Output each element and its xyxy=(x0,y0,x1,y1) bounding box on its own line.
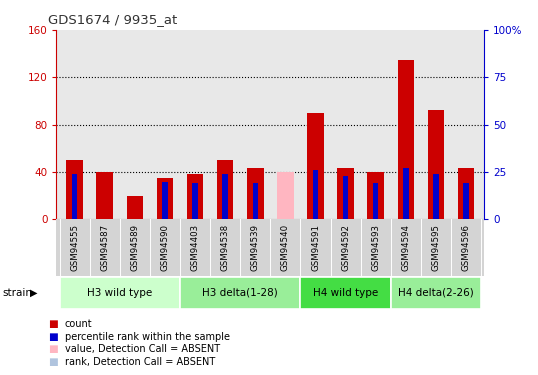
Bar xyxy=(72,174,77,219)
Bar xyxy=(126,196,143,219)
Bar xyxy=(66,160,83,219)
Bar xyxy=(162,182,168,219)
Text: GSM94593: GSM94593 xyxy=(371,224,380,271)
Text: GSM94539: GSM94539 xyxy=(251,224,260,271)
Text: GSM94590: GSM94590 xyxy=(160,224,169,271)
Text: GSM94589: GSM94589 xyxy=(130,224,139,271)
Text: H4 delta(2-26): H4 delta(2-26) xyxy=(398,288,474,298)
Text: H3 wild type: H3 wild type xyxy=(87,288,152,298)
Text: strain: strain xyxy=(3,288,33,298)
Text: GSM94403: GSM94403 xyxy=(190,224,200,271)
Bar xyxy=(373,183,378,219)
Text: GSM94596: GSM94596 xyxy=(462,224,471,271)
Bar xyxy=(433,174,438,219)
Text: ■: ■ xyxy=(48,332,58,342)
Bar xyxy=(222,174,228,219)
Text: GDS1674 / 9935_at: GDS1674 / 9935_at xyxy=(48,13,178,26)
Text: ■: ■ xyxy=(48,320,58,329)
Text: GSM94538: GSM94538 xyxy=(221,224,230,271)
Bar xyxy=(367,172,384,219)
Text: value, Detection Call = ABSENT: value, Detection Call = ABSENT xyxy=(65,344,220,354)
Bar xyxy=(247,168,264,219)
Text: GSM94591: GSM94591 xyxy=(311,224,320,271)
Text: GSM94587: GSM94587 xyxy=(100,224,109,271)
Bar xyxy=(96,172,113,219)
Text: GSM94592: GSM94592 xyxy=(341,224,350,271)
Text: ■: ■ xyxy=(48,344,58,354)
Bar xyxy=(337,168,354,219)
Bar xyxy=(428,111,444,219)
Bar xyxy=(277,172,294,219)
Text: rank, Detection Call = ABSENT: rank, Detection Call = ABSENT xyxy=(65,357,215,366)
Bar xyxy=(343,176,349,219)
Bar xyxy=(180,278,300,309)
Text: H4 wild type: H4 wild type xyxy=(313,288,378,298)
Bar xyxy=(463,183,469,219)
Bar xyxy=(300,278,391,309)
Text: percentile rank within the sample: percentile rank within the sample xyxy=(65,332,230,342)
Bar xyxy=(458,168,475,219)
Bar xyxy=(307,113,324,219)
Text: count: count xyxy=(65,320,92,329)
Bar xyxy=(398,60,414,219)
Text: GSM94595: GSM94595 xyxy=(431,224,441,271)
Bar xyxy=(157,178,173,219)
Text: ■: ■ xyxy=(48,357,58,366)
Bar xyxy=(217,160,233,219)
Bar xyxy=(192,183,198,219)
Text: GSM94555: GSM94555 xyxy=(70,224,79,271)
Text: GSM94540: GSM94540 xyxy=(281,224,290,271)
Text: GSM94594: GSM94594 xyxy=(401,224,410,271)
Bar xyxy=(60,278,180,309)
Text: ▶: ▶ xyxy=(30,288,37,298)
Bar xyxy=(187,174,203,219)
Text: H3 delta(1-28): H3 delta(1-28) xyxy=(202,288,278,298)
Bar xyxy=(252,183,258,219)
Bar xyxy=(403,168,408,219)
Bar xyxy=(313,170,318,219)
Bar xyxy=(391,278,481,309)
